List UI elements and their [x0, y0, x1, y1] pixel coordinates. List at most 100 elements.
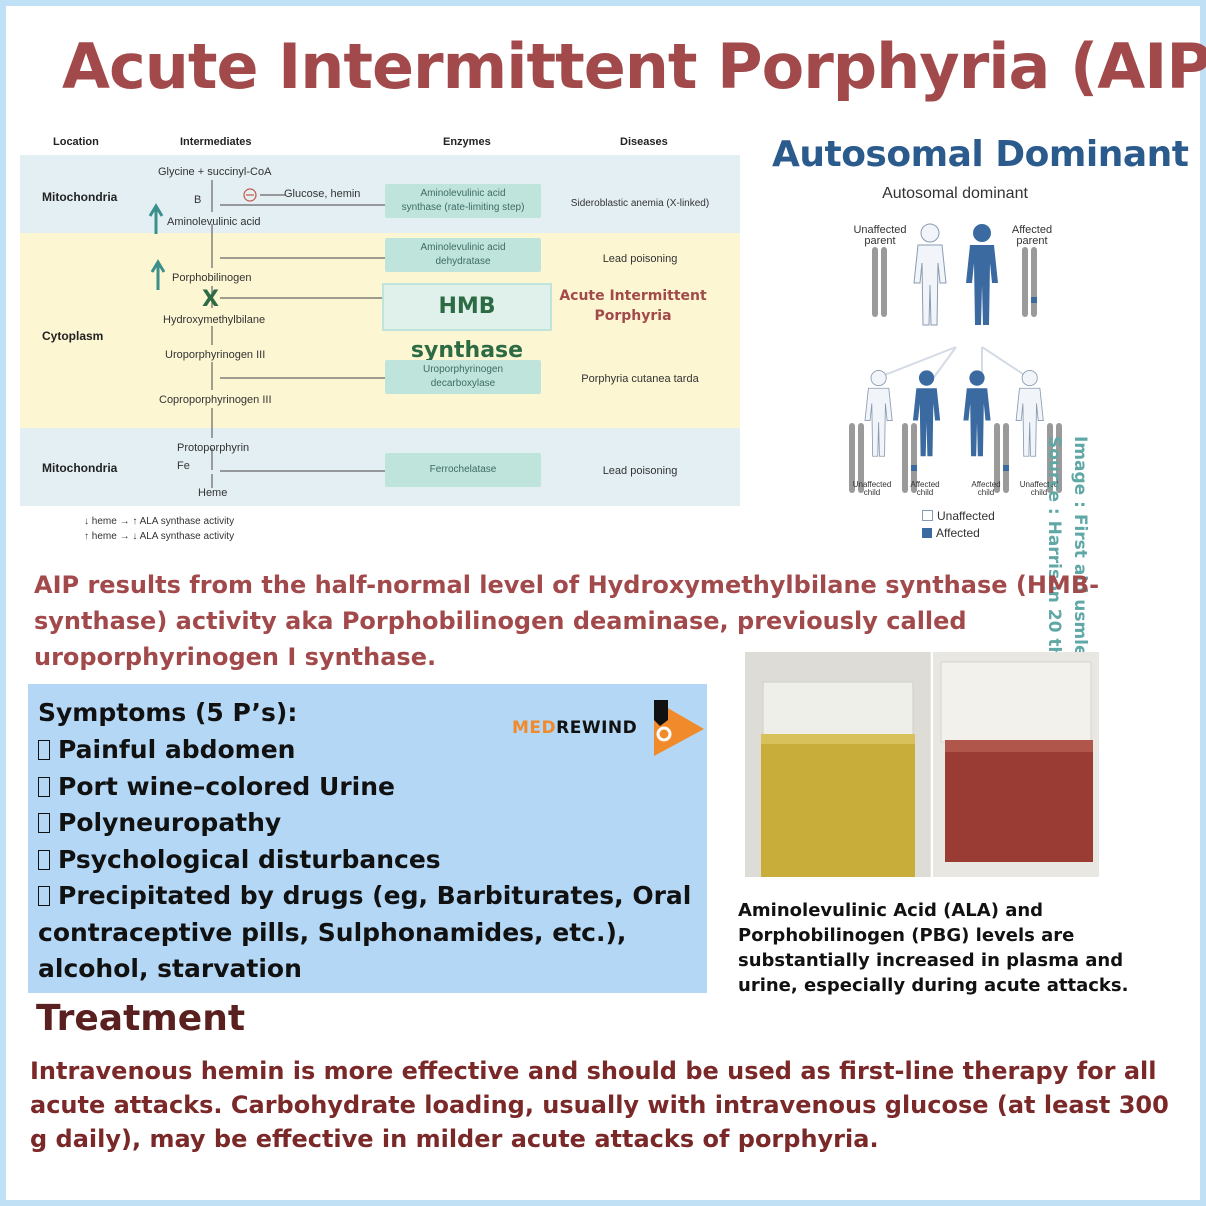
disease-pct: Porphyria cutanea tarda: [581, 373, 699, 385]
child-3-line1: Affected: [971, 480, 1001, 489]
child-4-line2: child: [1030, 488, 1048, 497]
svg-text:X: X: [202, 287, 219, 312]
medrewind-logo-icon: [654, 700, 704, 756]
treatment-text: Intravenous hemin is more effective and …: [30, 1057, 1169, 1153]
checkbox-icon: [38, 886, 50, 906]
disease-lead-poisoning-2: Lead poisoning: [602, 465, 678, 477]
pedigree-figures: [849, 223, 1062, 493]
urine-samples-photo: [745, 652, 1099, 877]
child-2-label: Affected child: [900, 481, 950, 497]
enzyme-ala-synthase-line1: Aminolevulinic acid: [420, 188, 506, 199]
symptoms-title: Symptoms (5 P’s):: [38, 698, 298, 727]
photo-caption: Aminolevulinic Acid (ALA) and Porphobili…: [738, 900, 1129, 996]
legend-affected-swatch: [922, 528, 932, 538]
mitochondria-band-bottom: [20, 428, 740, 506]
inheritance-title: Autosomal Dominant: [772, 134, 1189, 175]
enzyme-ferrochelatase: Ferrochelatase: [385, 453, 541, 487]
logo-med: MED: [512, 718, 557, 738]
enzyme-ala-dehydratase: Aminolevulinic acid dehydratase: [385, 238, 541, 272]
unaffected-parent-label: Unaffected parent: [845, 225, 915, 247]
heme-pathway-diagram: Location Intermediates Enzymes Diseases …: [20, 130, 740, 550]
pathway-arrows: X: [148, 180, 385, 488]
page-title: Acute Intermittent Porphyria (AIP): [62, 30, 1206, 103]
legend-unaffected-label: Unaffected: [937, 509, 995, 523]
child-3-label: Affected child: [961, 481, 1011, 497]
child-2-line1: Affected: [910, 480, 940, 489]
aip-description: AIP results from the half-normal level o…: [34, 571, 1100, 671]
symptom-item: Polyneuropathy: [38, 805, 703, 842]
enzyme-ala-dehydratase-line1: Aminolevulinic acid: [420, 242, 506, 253]
affected-parent-line2: parent: [1016, 235, 1048, 247]
child-3-line2: child: [977, 488, 995, 497]
enzyme-uro-decarboxylase-line2: decarboxylase: [430, 378, 496, 389]
legend-affected: Affected: [922, 526, 980, 540]
checkbox-icon: [38, 776, 50, 797]
child-1-line2: child: [863, 488, 881, 497]
intermediate-glucose-hemin: Glucose, hemin: [284, 188, 361, 200]
symptom-text: Polyneuropathy: [58, 808, 282, 837]
inheritance-subtitle: Autosomal dominant: [882, 185, 1028, 202]
disease-lead-poisoning-1: Lead poisoning: [602, 253, 678, 265]
header-diseases: Diseases: [620, 136, 668, 148]
child-1-line1: Unaffected: [852, 480, 892, 489]
child-2-line2: child: [916, 488, 934, 497]
mitochondria-band-top: [20, 155, 740, 233]
intermediate-heme: Heme: [198, 487, 228, 499]
enzyme-ala-dehydratase-line2: dehydratase: [435, 256, 491, 267]
unaffected-parent-line1: Unaffected: [853, 224, 907, 236]
symptom-item: Painful abdomen: [38, 732, 703, 769]
intermediate-uroporphyrinogen: Uroporphyrinogen III: [165, 349, 266, 361]
enzyme-uro-decarboxylase: Uroporphyrinogen decarboxylase: [385, 360, 541, 394]
cytoplasm-band: [20, 233, 740, 428]
checkbox-icon: [38, 740, 50, 760]
intermediate-hmb: Hydroxymethylbilane: [163, 314, 266, 326]
enzyme-hmb-synthase: HMB synthase: [382, 283, 552, 363]
disease-aip: Acute Intermittent Porphyria: [558, 286, 708, 326]
disease-aip-line2: Porphyria: [594, 308, 672, 324]
disease-aip-line1: Acute Intermittent: [559, 288, 707, 304]
intermediate-coproporphyrinogen: Coproporphyrinogen III: [159, 394, 272, 406]
symptoms-list: Painful abdomen Port wine–colored Urine …: [38, 732, 703, 988]
location-mitochondria-1: Mitochondria: [42, 190, 118, 204]
heme-note-2: ↑ heme → ↓ ALA synthase activity: [84, 531, 235, 542]
child-4-label: Unaffected child: [1013, 481, 1065, 497]
symptom-text: Psychological disturbances: [58, 844, 441, 874]
symptom-item: Precipitated by drugs (eg, Barbiturates,…: [38, 878, 703, 988]
intermediate-ala: Aminolevulinic acid: [167, 216, 261, 228]
unaffected-parent-line2: parent: [864, 235, 896, 247]
enzyme-ala-synthase-line2: synthase (rate-limiting step): [401, 202, 525, 213]
location-cytoplasm: Cytoplasm: [42, 329, 104, 343]
child-1-label: Unaffected child: [846, 481, 898, 497]
symptom-item: Port wine–colored Urine: [38, 769, 703, 806]
symptom-text: Precipitated by drugs (eg, Barbiturates,…: [38, 881, 692, 983]
medrewind-logo: MEDREWIND: [512, 718, 637, 738]
checkbox-icon: [38, 849, 50, 870]
child-4-line1: Unaffected: [1019, 480, 1059, 489]
source-image: Image : First aid usmle 2020 & wikipedia: [1070, 436, 1090, 829]
disease-sideroblastic-anemia: Sideroblastic anemia (X-linked): [570, 198, 710, 209]
header-intermediates: Intermediates: [180, 136, 252, 148]
symptom-text: Port wine–colored Urine: [58, 771, 395, 801]
urine-jars-illustration: [745, 652, 1099, 877]
intermediate-pbg: Porphobilinogen: [172, 272, 252, 284]
intermediate-fe: Fe: [177, 460, 190, 472]
location-mitochondria-2: Mitochondria: [42, 461, 118, 475]
header-enzymes: Enzymes: [443, 136, 491, 148]
symptom-text: Painful abdomen: [58, 735, 296, 764]
header-location: Location: [53, 136, 99, 148]
treatment-heading: Treatment: [36, 998, 246, 1039]
symptom-item: Psychological disturbances: [38, 842, 703, 879]
intermediate-glycine: Glycine + succinyl-CoA: [158, 166, 272, 178]
legend-unaffected-swatch: [922, 510, 933, 521]
legend-affected-label: Affected: [936, 526, 980, 540]
source-credit: Image : First aid usmle 2020 & wikipedia…: [1041, 436, 1093, 829]
logo-rewind: REWIND: [556, 718, 638, 738]
symptoms-panel: Symptoms (5 P’s): MEDREWIND Painful abdo…: [28, 684, 707, 993]
affected-parent-line1: Affected: [1011, 224, 1053, 236]
source-text: Source : Harrison 20 th Ed: [1044, 436, 1064, 689]
checkbox-icon: [38, 813, 50, 833]
intermediate-b6: B: [194, 194, 202, 206]
intermediate-protoporphyrin: Protoporphyrin: [177, 442, 250, 454]
enzyme-ala-synthase: Aminolevulinic acid synthase (rate-limiti…: [385, 184, 541, 218]
